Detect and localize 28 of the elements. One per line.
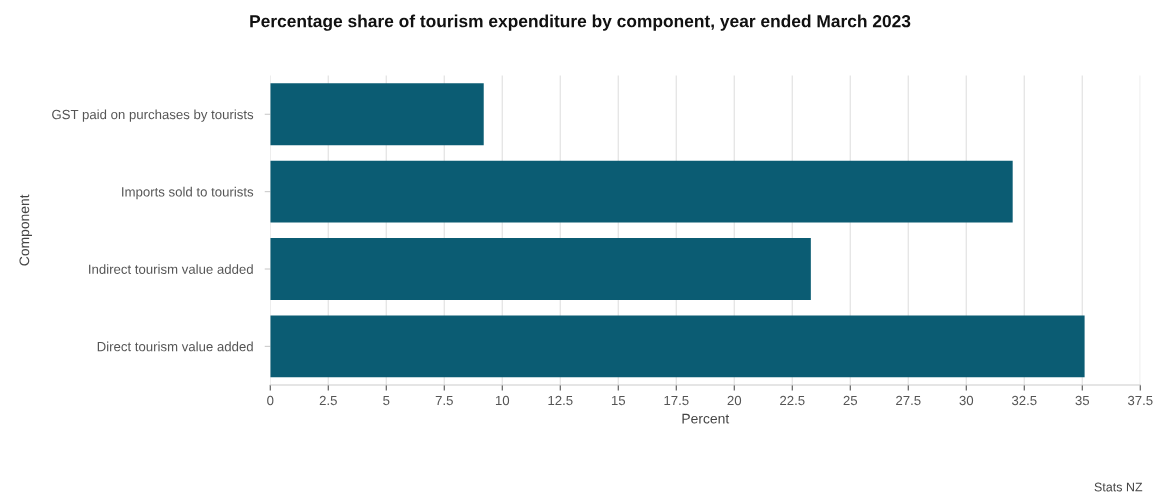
x-tick-label: 30 <box>959 395 974 406</box>
x-tick-label: 32.5 <box>1011 395 1037 406</box>
x-tick-label: 37.5 <box>1127 395 1153 406</box>
x-tick-label: 10 <box>495 395 510 406</box>
x-tick-label: 15 <box>611 395 626 406</box>
bar <box>270 160 1013 223</box>
x-tick-label: 25 <box>843 395 858 406</box>
x-tick-label: 0 <box>267 395 274 406</box>
y-tick-label: Imports sold to tourists <box>122 186 254 200</box>
y-tick-label: Direct tourism value added <box>97 341 253 352</box>
x-tick-label: 2.5 <box>319 395 337 406</box>
x-tick-label: 17.5 <box>664 395 689 406</box>
x-tick-label: 12.5 <box>548 395 573 406</box>
bar <box>270 315 1085 378</box>
bar <box>270 83 484 146</box>
x-tick-label: 35 <box>1075 395 1090 406</box>
y-tick-label: Indirect tourism value added <box>89 264 253 274</box>
x-tick-label: 7.5 <box>435 395 453 406</box>
text: Stats NZ <box>1094 482 1143 492</box>
bar <box>270 238 811 300</box>
y-tick-label: GST paid on purchases by tourists <box>52 109 254 122</box>
x-tick-label: 20 <box>727 395 742 406</box>
x-tick-label: 5 <box>383 395 390 406</box>
chart-title: Percentage share of tourism expenditure by component, year ended March 2023 <box>250 14 911 31</box>
x-tick-label: 27.5 <box>896 395 921 406</box>
y-axis-title: Component <box>19 194 32 266</box>
x-tick-label: 22.5 <box>780 395 805 406</box>
x-axis-title: Percent <box>682 413 730 424</box>
